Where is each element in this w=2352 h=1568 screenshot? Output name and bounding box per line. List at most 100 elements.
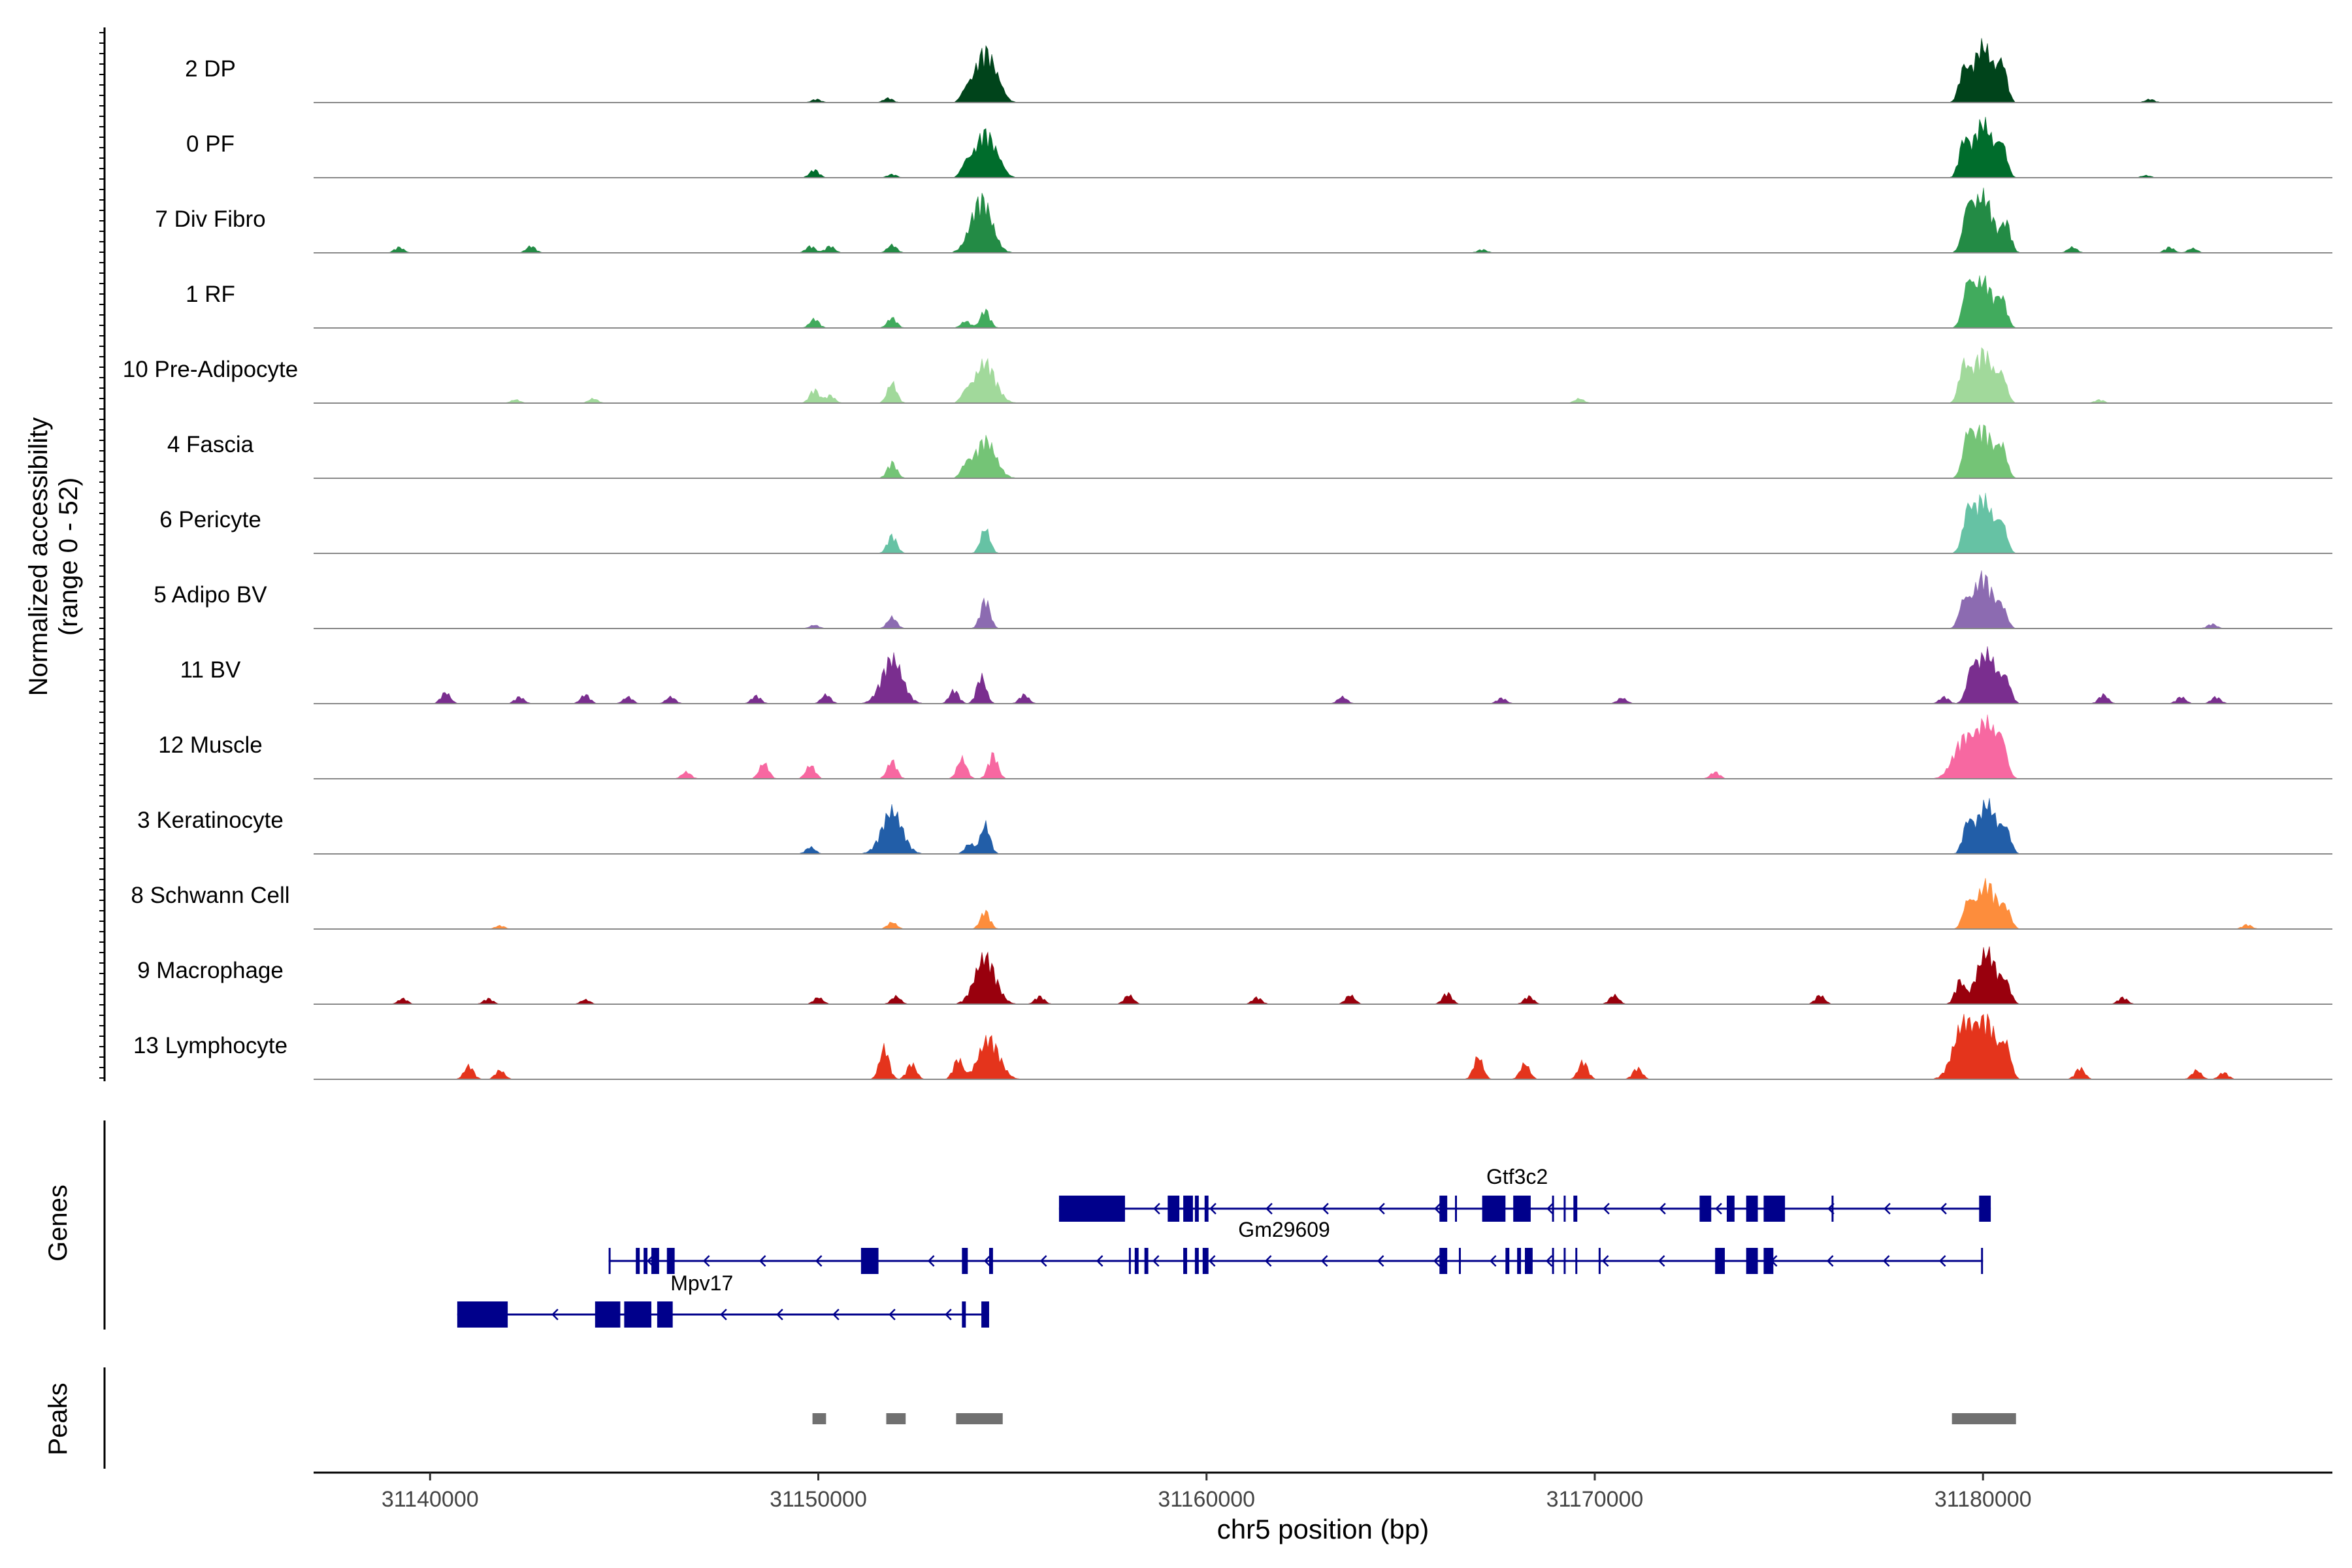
track-9: 11 BV <box>180 646 2332 704</box>
track-4: 1 RF <box>186 275 2332 329</box>
track-6: 4 Fascia <box>167 424 2332 479</box>
strand-arrow <box>1546 1203 1554 1215</box>
strand-arrow <box>1266 1203 1273 1215</box>
gene-exon <box>1517 1248 1522 1274</box>
strand-arrow <box>1603 1203 1610 1215</box>
strand-arrow <box>1378 1203 1385 1215</box>
track-14: 13 Lymphocyte <box>133 1013 2332 1080</box>
gene-exon <box>1482 1196 1506 1222</box>
track-label: 12 Muscle <box>158 732 263 758</box>
gene-label: Gm29609 <box>1238 1218 1330 1241</box>
strand-arrow <box>1039 1255 1047 1267</box>
strand-arrow <box>720 1309 727 1320</box>
gene-exon <box>988 1248 993 1274</box>
gene-exon <box>1144 1248 1149 1274</box>
strand-arrow <box>1152 1255 1160 1267</box>
gene-exon <box>1979 1196 1991 1222</box>
coverage-area <box>314 38 2332 103</box>
track-8: 5 Adipo BV <box>154 570 2332 629</box>
x-tick-label: 31160000 <box>1158 1487 1255 1512</box>
peak-region <box>812 1413 826 1424</box>
strand-arrow <box>646 1255 654 1267</box>
coverage-area <box>314 188 2332 253</box>
strand-arrow <box>1489 1255 1497 1267</box>
peak-region <box>1952 1413 2016 1424</box>
gene-exon <box>1552 1248 1554 1274</box>
track-label: 11 BV <box>180 657 241 683</box>
strand-arrow <box>1659 1203 1666 1215</box>
strand-arrow <box>759 1255 766 1267</box>
y-axis-range-label: (range 0 - 52) <box>54 478 83 636</box>
strand-arrow <box>1940 1203 1947 1215</box>
track-label: 8 Schwann Cell <box>131 883 289 908</box>
gene-exon <box>595 1301 621 1328</box>
gene-exon <box>1204 1196 1209 1222</box>
strand-arrow <box>1658 1255 1665 1267</box>
peak-region <box>956 1413 1003 1424</box>
gene-exon <box>1575 1248 1578 1274</box>
track-1: 2 DP <box>185 38 2332 103</box>
peaks-panel-label: Peaks <box>44 1382 73 1455</box>
gene-exon <box>1183 1196 1193 1222</box>
gene-gtf3c2: Gtf3c2 <box>1058 1165 1991 1222</box>
coverage-area <box>314 798 2332 855</box>
track-label: 7 Div Fibro <box>155 206 265 232</box>
gene-exon <box>1439 1196 1448 1222</box>
gene-exon <box>1513 1196 1531 1222</box>
gene-exon <box>1128 1248 1131 1274</box>
gene-exon <box>1194 1196 1199 1222</box>
track-5: 10 Pre-Adipocyte <box>123 347 2332 404</box>
gene-exon <box>1598 1248 1601 1274</box>
gene-exon <box>1727 1196 1735 1222</box>
gene-exon <box>651 1248 659 1274</box>
gene-mpv17: Mpv17 <box>457 1271 989 1328</box>
coverage-area <box>314 877 2332 930</box>
track-label: 6 Pericyte <box>159 507 261 532</box>
strand-arrow <box>1377 1255 1384 1267</box>
gene-exon <box>1552 1196 1554 1222</box>
track-label: 9 Macrophage <box>137 958 284 983</box>
strand-arrow <box>1434 1203 1441 1215</box>
gene-exon <box>1505 1248 1510 1274</box>
gene-gm29609: Gm29609 <box>608 1218 1984 1274</box>
strand-arrow <box>1882 1255 1890 1267</box>
gene-exon <box>1763 1248 1774 1274</box>
track-label: 1 RF <box>186 282 235 307</box>
gene-exon <box>962 1248 968 1274</box>
strand-arrow <box>1826 1255 1834 1267</box>
strand-arrow <box>889 1309 896 1320</box>
track-label: 5 Adipo BV <box>154 582 267 608</box>
strand-arrow <box>832 1309 840 1320</box>
gene-label: Mpv17 <box>670 1271 733 1295</box>
gene-exon <box>624 1301 651 1328</box>
x-tick-label: 31140000 <box>382 1487 479 1512</box>
strand-arrow <box>1715 1203 1722 1215</box>
gene-exon <box>1439 1248 1448 1274</box>
gene-exon <box>1981 1248 1984 1274</box>
track-7: 6 Pericyte <box>159 493 2332 554</box>
strand-arrow <box>1601 1255 1609 1267</box>
gene-exon <box>1573 1196 1578 1222</box>
track-label: 13 Lymphocyte <box>133 1033 287 1058</box>
gene-exon <box>1458 1248 1461 1274</box>
gene-exon <box>1134 1248 1139 1274</box>
coverage-area <box>314 946 2332 1005</box>
strand-arrow <box>1153 1203 1160 1215</box>
coverage-area <box>314 714 2332 779</box>
strand-arrow <box>1433 1255 1441 1267</box>
x-axis-label: chr5 position (bp) <box>1217 1514 1429 1544</box>
strand-arrow <box>927 1255 935 1267</box>
strand-arrow <box>702 1255 710 1267</box>
genes-panel-label: Genes <box>44 1184 73 1262</box>
coverage-tracks: 2 DP 0 PF 7 Div Fibro 1 RF 10 Pre-Adipocyte 4… <box>123 38 2332 1080</box>
track-2: 0 PF <box>186 116 2332 178</box>
strand-arrow <box>1322 1203 1329 1215</box>
strand-arrow <box>1208 1255 1216 1267</box>
track-label: 0 PF <box>186 131 235 157</box>
gene-exon <box>1563 1196 1566 1222</box>
x-tick-label: 31170000 <box>1546 1487 1644 1512</box>
gene-annotation-panel: Gtf3c2 Gm29609 Mpv17 <box>457 1165 1991 1328</box>
coverage-area <box>314 646 2332 704</box>
track-label: 3 Keratinocyte <box>137 808 284 833</box>
